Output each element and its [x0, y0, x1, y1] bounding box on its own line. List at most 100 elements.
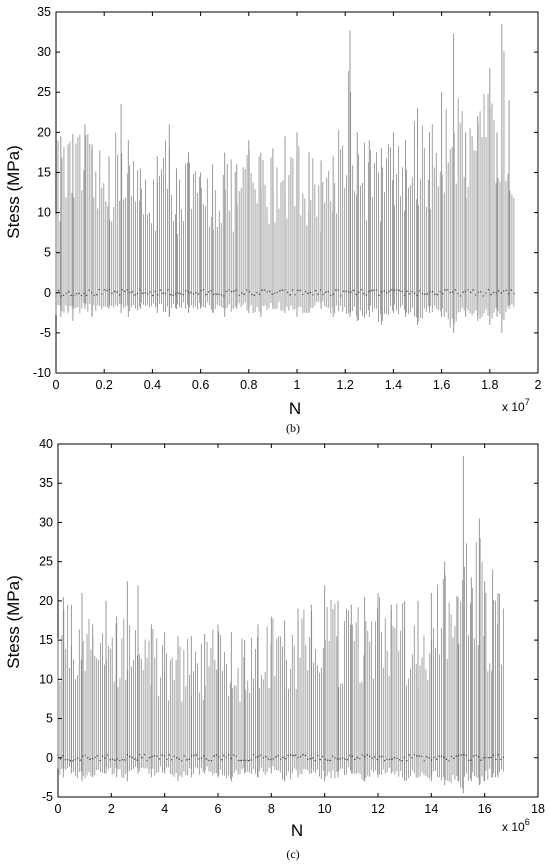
- mean-point: [383, 759, 386, 762]
- mean-point: [492, 291, 495, 294]
- mean-point: [151, 755, 153, 758]
- mean-point: [482, 295, 485, 297]
- mean-point: [253, 294, 256, 297]
- mean-point: [361, 754, 364, 756]
- y-tick-label: -5: [40, 326, 51, 340]
- mean-point: [468, 759, 470, 762]
- mean-point: [136, 293, 139, 295]
- mean-point: [292, 754, 294, 757]
- mean-point: [393, 289, 396, 291]
- mean-point: [443, 756, 445, 759]
- mean-point: [482, 757, 485, 759]
- mean-point: [419, 290, 421, 292]
- mean-point: [335, 289, 337, 291]
- mean-point: [429, 291, 431, 293]
- mean-point: [322, 293, 324, 296]
- mean-point: [99, 759, 101, 762]
- mean-point: [121, 289, 123, 291]
- mean-point: [119, 759, 121, 762]
- y-axis-label: Stess (MPa): [4, 145, 23, 239]
- stress-series: [55, 24, 515, 333]
- mean-point: [210, 290, 212, 292]
- mean-point: [416, 755, 418, 757]
- mean-point: [156, 755, 158, 757]
- mean-point: [131, 291, 134, 293]
- mean-point: [375, 289, 378, 291]
- mean-point: [129, 755, 131, 758]
- mean-point: [475, 294, 477, 296]
- y-tick-label: 25: [39, 555, 53, 569]
- mean-point: [309, 757, 312, 760]
- x-tick-label: 1.8: [481, 378, 498, 392]
- mean-point: [358, 291, 360, 293]
- mean-point: [329, 759, 331, 762]
- mean-point: [215, 293, 217, 295]
- mean-point: [340, 295, 342, 297]
- mean-point: [114, 759, 116, 761]
- mean-point: [205, 293, 207, 296]
- mean-point: [255, 756, 257, 758]
- mean-point: [96, 293, 98, 296]
- mean-point: [495, 758, 497, 761]
- mean-point: [413, 754, 415, 756]
- mean-point: [369, 755, 371, 758]
- mean-point: [497, 290, 500, 292]
- mean-point: [265, 755, 267, 758]
- mean-point: [470, 759, 472, 761]
- mean-point: [64, 759, 67, 761]
- mean-point: [487, 756, 490, 759]
- mean-point: [495, 292, 497, 294]
- x-tick-label: 12: [371, 802, 385, 816]
- mean-point: [247, 759, 250, 762]
- mean-point: [187, 291, 189, 293]
- mean-point: [396, 757, 398, 760]
- mean-point: [435, 758, 438, 760]
- mean-point: [398, 289, 401, 292]
- mean-point: [322, 755, 324, 758]
- mean-point: [171, 759, 173, 761]
- mean-point: [297, 757, 299, 759]
- mean-point: [200, 289, 202, 292]
- mean-point: [510, 289, 513, 291]
- mean-point: [391, 289, 393, 291]
- mean-point: [439, 291, 441, 293]
- mean-point: [123, 290, 126, 293]
- mean-point: [312, 757, 314, 759]
- mean-point: [327, 290, 329, 293]
- mean-point: [146, 293, 149, 295]
- mean-point: [203, 755, 205, 757]
- mean-point: [341, 757, 344, 759]
- mean-point: [383, 290, 385, 292]
- mean-point: [418, 755, 420, 757]
- mean-point: [289, 754, 292, 756]
- multiplier-base: x 10: [502, 820, 525, 834]
- mean-point: [339, 758, 341, 760]
- mean-point: [169, 293, 172, 296]
- x-tick-label: 1.2: [337, 378, 354, 392]
- mean-point: [220, 759, 222, 761]
- y-tick-label: 10: [39, 672, 53, 686]
- mean-point: [138, 753, 141, 756]
- x-tick-label: 0.2: [96, 378, 113, 392]
- mean-point: [317, 754, 319, 757]
- mean-point: [237, 759, 240, 762]
- mean-point: [228, 754, 230, 756]
- mean-point: [157, 294, 159, 296]
- mean-point: [378, 294, 380, 297]
- mean-point: [277, 755, 279, 757]
- mean-point: [193, 754, 195, 757]
- mean-point: [459, 295, 462, 297]
- mean-point: [213, 755, 215, 757]
- mean-point: [200, 757, 203, 759]
- mean-point: [79, 759, 81, 761]
- mean-point: [324, 291, 327, 293]
- mean-point: [168, 754, 171, 756]
- mean-point: [398, 759, 401, 761]
- mean-point: [289, 294, 291, 296]
- mean-point: [370, 289, 373, 292]
- mean-point: [148, 757, 151, 759]
- mean-point: [83, 292, 85, 295]
- mean-point: [503, 290, 505, 292]
- mean-point: [190, 291, 192, 294]
- mean-point: [376, 758, 378, 761]
